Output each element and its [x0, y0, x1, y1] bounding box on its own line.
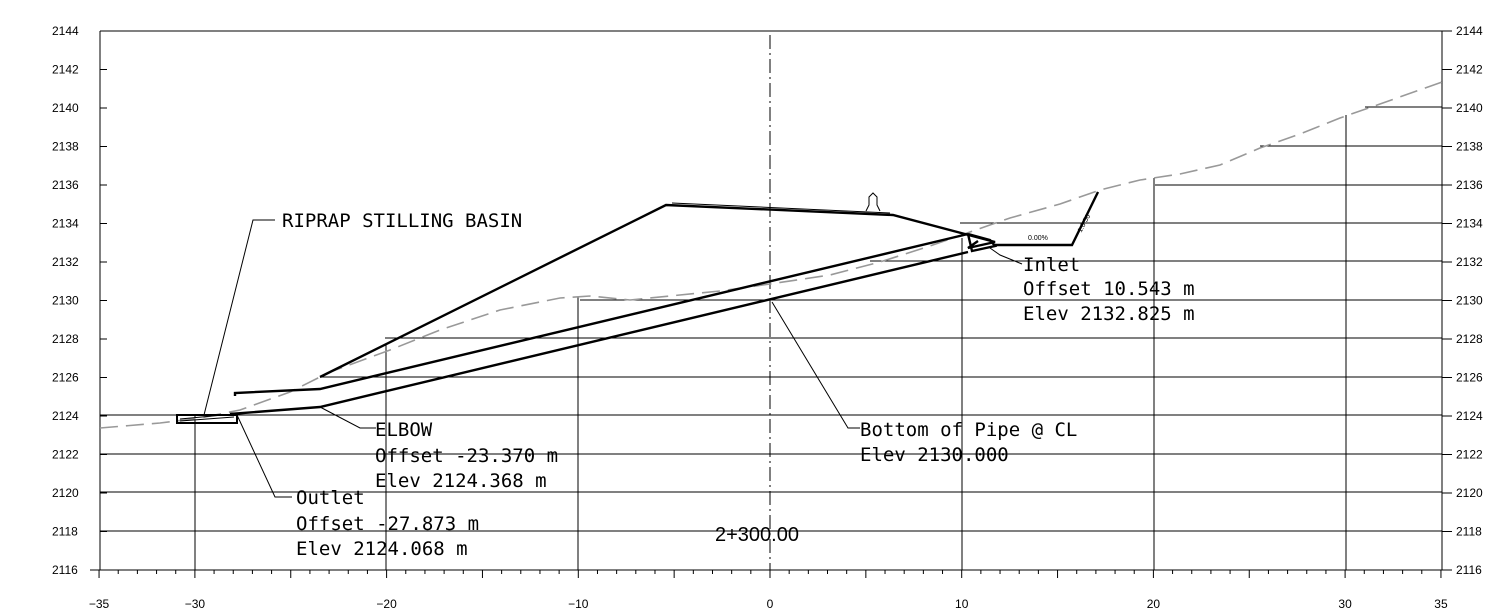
- outlet-elev: Elev 2124.068 m: [296, 538, 468, 560]
- left-tick-label: 2132: [52, 255, 79, 269]
- left-tick-label: 2130: [52, 294, 79, 308]
- riprap-label: RIPRAP STILLING BASIN: [282, 210, 522, 232]
- left-tick-label: 2118: [52, 525, 78, 539]
- inlet-title: Inlet: [1023, 254, 1080, 276]
- outlet-offset: Offset -27.873 m: [296, 513, 479, 535]
- right-tick-label: 2132: [1456, 255, 1483, 269]
- bottom-tick-label: 10: [955, 597, 969, 611]
- right-tick-label: 2144: [1456, 24, 1483, 38]
- inlet-elev: Elev 2132.825 m: [1023, 303, 1195, 325]
- riprap-basin: [176, 413, 238, 424]
- bottom-tick-label: −20: [376, 597, 397, 611]
- right-tick-label: 2138: [1456, 140, 1483, 154]
- left-tick-label: 2122: [52, 448, 79, 462]
- embankment-outline: [319, 203, 996, 379]
- elbow-elev: Elev 2124.368 m: [375, 470, 547, 492]
- right-axis-ticks: [1442, 30, 1452, 571]
- left-axis-ticks: [100, 30, 107, 571]
- bottom-tick-label: −10: [568, 597, 589, 611]
- pipe-top-line: [233, 232, 969, 396]
- right-tick-label: 2140: [1456, 101, 1483, 115]
- left-tick-label: 2134: [52, 217, 79, 231]
- right-tick-label: 2124: [1456, 409, 1483, 423]
- elbow-title: ELBOW: [375, 419, 433, 441]
- right-tick-label: 2136: [1456, 178, 1483, 192]
- right-tick-label: 2134: [1456, 217, 1483, 231]
- right-tick-label: 2142: [1456, 63, 1483, 77]
- left-tick-label: 2128: [52, 332, 79, 346]
- bottom-axis-ticks: [98, 570, 1442, 578]
- right-tick-label: 2118: [1456, 525, 1482, 539]
- bottom-tick-label: 30: [1338, 597, 1352, 611]
- left-tick-label: 2116: [52, 563, 78, 577]
- station-label: 2+300.00: [715, 524, 799, 546]
- right-tick-label: 2120: [1456, 486, 1483, 500]
- left-tick-label: 2144: [52, 24, 79, 38]
- survey-marker-icon: [865, 192, 881, 212]
- bottom-tick-label: 35: [1434, 597, 1448, 611]
- pipe-bottom-line: [229, 250, 969, 416]
- right-tick-label: 2122: [1456, 448, 1483, 462]
- slope-percent-label: 0.00%: [1028, 235, 1048, 242]
- existing-ground-line: [99, 81, 1443, 429]
- channel-slope: [1071, 191, 1099, 246]
- bottom-axis-labels: −35 −30 −20 −10 0 10 20 30 35: [89, 597, 1448, 611]
- bottom-of-pipe-title: Bottom of Pipe @ CL: [860, 419, 1077, 441]
- left-tick-label: 2138: [52, 140, 79, 154]
- grid-lines: [100, 106, 1442, 570]
- right-tick-label: 2128: [1456, 332, 1483, 346]
- bottom-tick-label: −35: [89, 597, 110, 611]
- left-tick-label: 2120: [52, 486, 79, 500]
- inlet-offset: Offset 10.543 m: [1023, 278, 1195, 300]
- right-tick-label: 2130: [1456, 294, 1483, 308]
- bottom-tick-label: 20: [1147, 597, 1161, 611]
- left-tick-label: 2140: [52, 101, 79, 115]
- outlet-title: Outlet: [296, 487, 365, 509]
- left-axis-labels: 2144 2142 2140 2138 2136 2134 2132 2130 2128 2126…: [52, 24, 79, 577]
- left-tick-label: 2136: [52, 178, 79, 192]
- right-axis-labels: 2144 2142 2140 2138 2136 2134 2132 2130 2128 2126…: [1456, 24, 1483, 577]
- bottom-tick-label: 0: [767, 597, 774, 611]
- right-tick-label: 2116: [1456, 563, 1482, 577]
- left-tick-label: 2142: [52, 63, 79, 77]
- left-tick-label: 2126: [52, 371, 79, 385]
- left-tick-label: 2124: [52, 409, 79, 423]
- bottom-tick-label: −30: [185, 597, 206, 611]
- elbow-offset: Offset -23.370 m: [375, 445, 558, 467]
- embankment-crest-line: [671, 202, 891, 214]
- right-tick-label: 2126: [1456, 371, 1483, 385]
- leader-lines: [203, 219, 1023, 498]
- bottom-of-pipe-elev: Elev 2130.000: [860, 444, 1009, 466]
